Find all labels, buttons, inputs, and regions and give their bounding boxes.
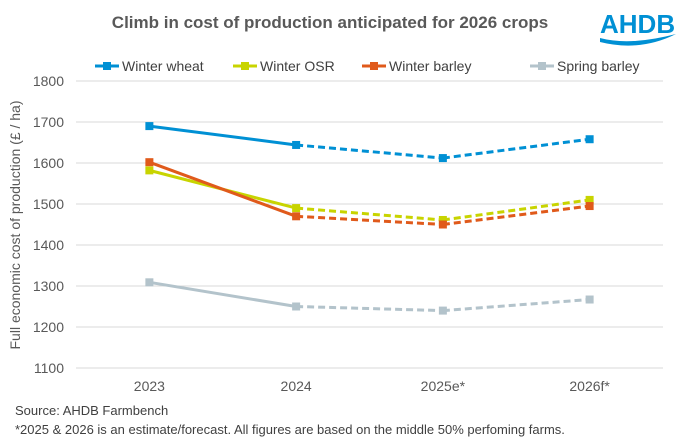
y-tick-label: 1300 [33, 278, 64, 294]
legend-marker [370, 62, 378, 70]
data-point [145, 166, 154, 175]
legend-label: Winter barley [389, 58, 471, 74]
source-note: Source: AHDB Farmbench [15, 403, 169, 418]
series-segment [296, 206, 443, 222]
data-point [292, 212, 301, 221]
y-axis-label: Full economic cost of production (£ / ha… [7, 100, 23, 349]
x-tick-label: 2026f* [569, 378, 610, 394]
y-tick-label: 1500 [33, 196, 64, 212]
data-point [585, 202, 594, 211]
series-segment [442, 137, 590, 160]
series-segment [295, 143, 444, 160]
y-tick-label: 1400 [33, 237, 64, 253]
series-segment [296, 214, 443, 226]
series-segment [442, 298, 590, 313]
svg-text:AHDB: AHDB [600, 9, 675, 39]
data-point [145, 158, 154, 167]
chart-title: Climb in cost of production anticipated … [112, 13, 548, 32]
y-tick-label: 1800 [33, 73, 64, 89]
y-tick-label: 1700 [33, 114, 64, 130]
legend-label: Spring barley [557, 58, 640, 74]
series-segment [149, 124, 297, 147]
legend-marker [103, 62, 111, 70]
data-point [438, 215, 447, 224]
legend-marker [538, 62, 546, 70]
legend-marker [241, 62, 249, 70]
series-segment [296, 305, 443, 313]
x-tick-label: 2023 [134, 378, 165, 394]
data-point [585, 135, 594, 144]
y-tick-label: 1600 [33, 155, 64, 171]
y-tick-label: 1200 [33, 319, 64, 335]
series-segment [442, 204, 590, 226]
data-point [292, 204, 301, 213]
data-point [585, 295, 594, 304]
data-point [145, 122, 154, 131]
series-segment [149, 280, 297, 308]
data-point [438, 306, 447, 315]
data-point [292, 140, 301, 149]
footnote: *2025 & 2026 is an estimate/forecast. Al… [15, 422, 565, 437]
legend-label: Winter wheat [122, 58, 204, 74]
legend-label: Winter OSR [260, 58, 335, 74]
ahdb-logo: AHDB [600, 9, 676, 46]
data-point [292, 302, 301, 311]
data-point [145, 278, 154, 287]
y-tick-label: 1100 [34, 360, 64, 376]
series-segment [148, 160, 297, 218]
data-point [585, 195, 594, 204]
series-segment [442, 198, 590, 222]
data-point [438, 220, 447, 229]
x-tick-label: 2024 [281, 378, 312, 394]
x-tick-label: 2025e* [421, 378, 466, 394]
data-point [438, 154, 447, 163]
